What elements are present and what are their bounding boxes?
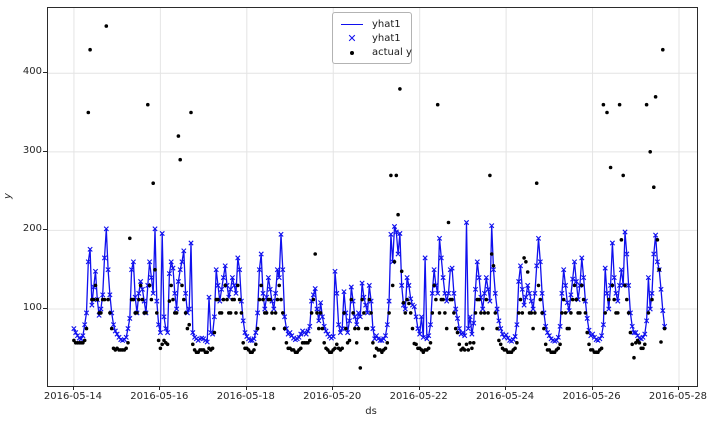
x-tick-label: 2016-05-22 <box>389 391 448 402</box>
legend-item-actual-y: actual y <box>339 46 412 59</box>
y-tick-label: 400 <box>22 66 42 78</box>
x-tick-label: 2016-05-18 <box>216 391 275 402</box>
x-tick-label: 2016-05-26 <box>562 391 621 402</box>
x-tick-label: 2016-05-14 <box>43 391 102 402</box>
actual-y-dot-series <box>72 24 667 370</box>
x-tick-label: 2016-05-20 <box>303 391 362 402</box>
legend-label: yhat1 <box>372 19 401 30</box>
y-tick-mark <box>43 307 47 309</box>
y-tick-label: 300 <box>22 144 42 156</box>
x-tick-mark <box>72 386 74 390</box>
legend-line-icon <box>339 24 365 25</box>
x-tick-mark <box>332 386 334 390</box>
legend-label: actual y <box>372 47 412 58</box>
legend-item-yhat1-line: yhat1 <box>339 18 405 31</box>
chart-canvas <box>48 8 697 386</box>
y-axis-label: y <box>2 193 14 199</box>
y-tick-mark <box>43 150 47 152</box>
x-tick-mark <box>591 386 593 390</box>
x-tick-label: 2016-05-16 <box>130 391 189 402</box>
plot-area <box>47 7 698 387</box>
x-tick-mark <box>505 386 507 390</box>
x-tick-mark <box>245 386 247 390</box>
y-tick-label: 100 <box>22 301 42 313</box>
x-axis-label: ds <box>365 406 377 417</box>
legend: yhat1 ✕ yhat1 actual y <box>332 12 412 64</box>
yhat1-x-marker-series <box>71 219 668 345</box>
y-tick-label: 200 <box>22 223 42 235</box>
x-tick-mark <box>677 386 679 390</box>
legend-x-marker-icon: ✕ <box>347 31 357 45</box>
gridlines <box>48 8 697 386</box>
y-tick-mark <box>43 229 47 231</box>
x-tick-label: 2016-05-28 <box>648 391 708 402</box>
x-tick-mark <box>159 386 161 390</box>
legend-item-yhat1-marker: ✕ yhat1 <box>339 32 405 45</box>
x-tick-mark <box>418 386 420 390</box>
y-tick-mark <box>43 72 47 74</box>
legend-label: yhat1 <box>372 33 401 44</box>
x-tick-label: 2016-05-24 <box>476 391 535 402</box>
legend-dot-icon <box>339 50 365 55</box>
